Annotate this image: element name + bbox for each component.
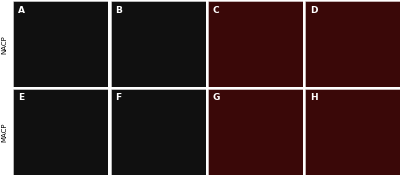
Text: E: E (18, 93, 24, 102)
Text: D: D (310, 6, 318, 15)
Text: MACP: MACP (1, 122, 7, 142)
Text: B: B (115, 6, 122, 15)
Text: G: G (213, 93, 220, 102)
Text: F: F (115, 93, 122, 102)
Text: C: C (213, 6, 219, 15)
Text: H: H (310, 93, 318, 102)
Text: A: A (18, 6, 25, 15)
Text: NACP: NACP (1, 35, 7, 54)
